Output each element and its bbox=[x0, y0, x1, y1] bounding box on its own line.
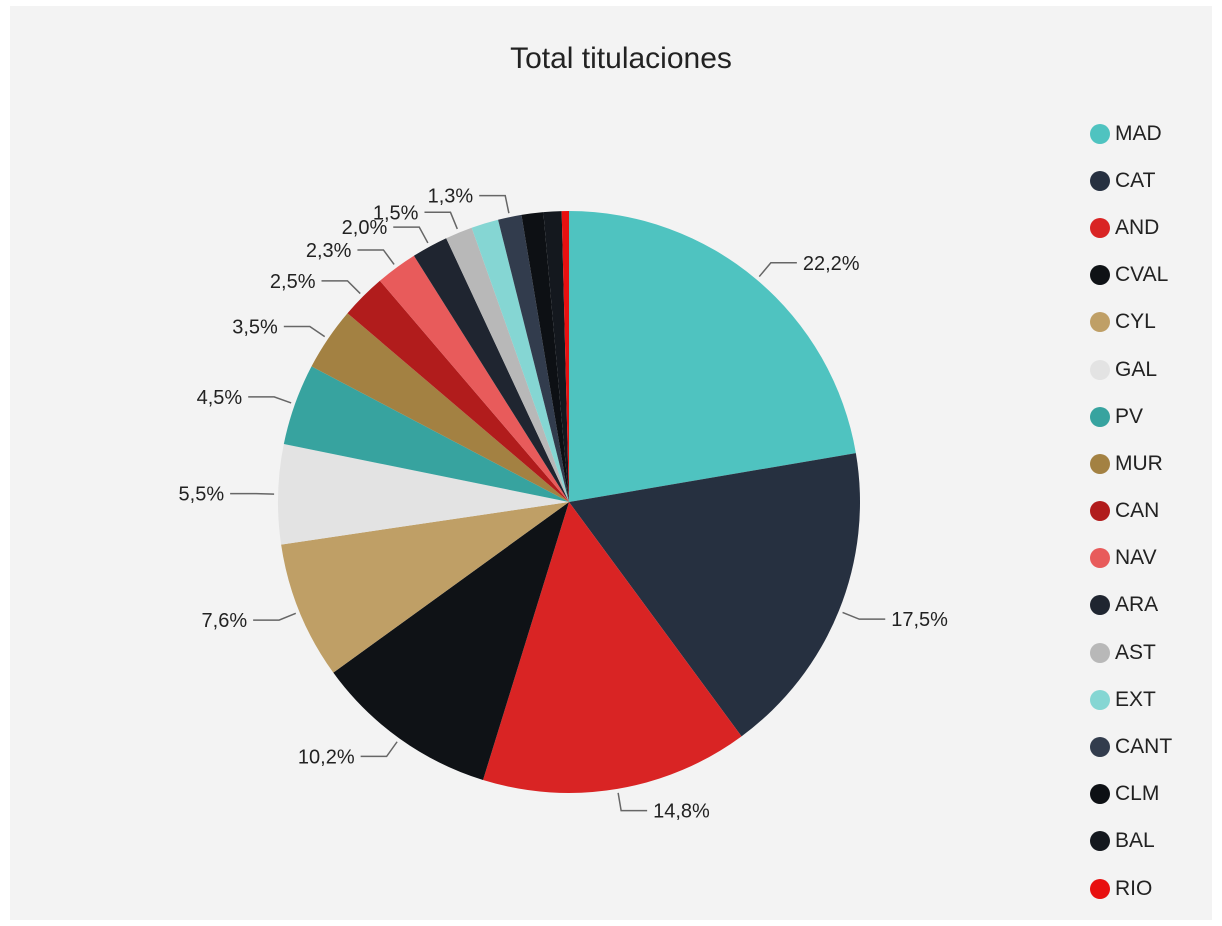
pie-slice-ext[interactable] bbox=[471, 219, 569, 502]
pie-slice-ara[interactable] bbox=[413, 238, 569, 503]
data-label-mad: 22,2% bbox=[803, 253, 860, 275]
leader-line-cyl bbox=[253, 612, 297, 621]
leader-line-pv bbox=[248, 396, 292, 404]
legend-label: PV bbox=[1115, 404, 1144, 428]
legend-label: CVAL bbox=[1115, 263, 1169, 287]
legend-swatch bbox=[1090, 453, 1110, 474]
legend-label: RIO bbox=[1115, 876, 1153, 900]
pie-slice-pv[interactable] bbox=[283, 366, 569, 502]
legend-label: CYL bbox=[1115, 310, 1156, 334]
data-label-can: 2,5% bbox=[270, 271, 316, 293]
legend-swatch bbox=[1090, 406, 1110, 427]
legend-swatch bbox=[1090, 784, 1110, 805]
legend-swatch bbox=[1090, 123, 1110, 144]
legend-swatch bbox=[1090, 642, 1110, 663]
pie-slice-clm[interactable] bbox=[521, 212, 569, 502]
legend-swatch bbox=[1090, 217, 1110, 238]
pie-slice-nav[interactable] bbox=[379, 255, 569, 502]
legend-swatch bbox=[1090, 312, 1110, 333]
data-label-cat: 17,5% bbox=[891, 609, 948, 631]
pie-slice-cat[interactable] bbox=[569, 453, 860, 737]
data-label-nav: 2,3% bbox=[306, 240, 352, 262]
legend-item-ext[interactable]: EXT bbox=[1090, 676, 1210, 723]
data-label-gal: 5,5% bbox=[179, 484, 225, 506]
legend-item-cval[interactable]: CVAL bbox=[1090, 252, 1210, 299]
data-label-ast: 1,5% bbox=[373, 202, 419, 224]
data-label-mur: 3,5% bbox=[232, 317, 278, 339]
legend-item-can[interactable]: CAN bbox=[1090, 488, 1210, 535]
legend-item-ara[interactable]: ARA bbox=[1090, 582, 1210, 629]
legend-item-gal[interactable]: GAL bbox=[1090, 346, 1210, 393]
legend-item-mad[interactable]: MAD bbox=[1090, 110, 1210, 157]
chart-title: Total titulaciones bbox=[510, 42, 732, 75]
legend-label: MAD bbox=[1115, 121, 1162, 145]
legend-label: EXT bbox=[1115, 687, 1156, 711]
legend-item-rio[interactable]: RIO bbox=[1090, 865, 1210, 912]
legend-label: CAN bbox=[1115, 499, 1160, 523]
leader-line-mad bbox=[758, 262, 797, 278]
legend-item-clm[interactable]: CLM bbox=[1090, 771, 1210, 818]
legend-swatch bbox=[1090, 595, 1110, 616]
legend-label: ARA bbox=[1115, 593, 1159, 617]
data-label-cval: 10,2% bbox=[298, 746, 355, 768]
legend-item-cyl[interactable]: CYL bbox=[1090, 299, 1210, 346]
pie-slice-cant[interactable] bbox=[498, 214, 569, 503]
pie-slice-and[interactable] bbox=[483, 502, 742, 794]
legend-swatch bbox=[1090, 689, 1110, 710]
legend-swatch bbox=[1090, 737, 1110, 758]
pie-slice-gal[interactable] bbox=[278, 444, 569, 545]
legend-item-cant[interactable]: CANT bbox=[1090, 723, 1210, 770]
pie-slice-mur[interactable] bbox=[311, 313, 569, 502]
legend-label: MUR bbox=[1115, 451, 1163, 475]
pie-slice-cval[interactable] bbox=[333, 502, 569, 781]
legend-item-and[interactable]: AND bbox=[1090, 204, 1210, 251]
legend-label: GAL bbox=[1115, 357, 1158, 381]
leader-line-can bbox=[321, 280, 361, 295]
legend-label: CANT bbox=[1115, 735, 1173, 759]
legend-swatch bbox=[1090, 501, 1110, 522]
legend-swatch bbox=[1090, 878, 1110, 899]
legend-swatch bbox=[1090, 831, 1110, 852]
data-label-ara: 2,0% bbox=[342, 217, 388, 239]
leader-line-and bbox=[617, 792, 648, 812]
legend-label: CAT bbox=[1115, 168, 1156, 192]
pie-slice-cyl[interactable] bbox=[281, 502, 569, 673]
legend-swatch bbox=[1090, 548, 1110, 569]
leader-line-ara bbox=[393, 226, 429, 244]
legend: MAD CAT AND CVAL CYL GAL PV MUR CAN NAV ARA AST EXT C… bbox=[1090, 110, 1210, 912]
data-label-pv: 4,5% bbox=[197, 387, 243, 409]
pie-slice-rio[interactable] bbox=[561, 211, 569, 502]
legend-item-pv[interactable]: PV bbox=[1090, 393, 1210, 440]
legend-label: BAL bbox=[1115, 829, 1155, 853]
data-label-and: 14,8% bbox=[653, 801, 710, 823]
legend-label: NAV bbox=[1115, 546, 1157, 570]
legend-label: CLM bbox=[1115, 782, 1160, 806]
leader-line-mur bbox=[283, 325, 326, 338]
legend-item-cat[interactable]: CAT bbox=[1090, 157, 1210, 204]
data-label-cant: 1,3% bbox=[428, 186, 474, 208]
legend-item-nav[interactable]: NAV bbox=[1090, 535, 1210, 582]
legend-item-bal[interactable]: BAL bbox=[1090, 818, 1210, 865]
legend-item-ast[interactable]: AST bbox=[1090, 629, 1210, 676]
legend-swatch bbox=[1090, 265, 1110, 286]
legend-label: AST bbox=[1115, 640, 1156, 664]
legend-item-mur[interactable]: MUR bbox=[1090, 440, 1210, 487]
leader-line-cat bbox=[842, 611, 886, 620]
pie-slice-mad[interactable] bbox=[569, 211, 856, 502]
leader-line-cant bbox=[479, 194, 510, 214]
legend-swatch bbox=[1090, 359, 1110, 380]
leader-line-ast bbox=[424, 211, 458, 230]
pie-slice-ast[interactable] bbox=[446, 227, 569, 502]
legend-label: AND bbox=[1115, 215, 1160, 239]
pie-slice-bal[interactable] bbox=[543, 211, 569, 502]
data-label-cyl: 7,6% bbox=[202, 610, 248, 632]
legend-swatch bbox=[1090, 170, 1110, 191]
pie-slice-can[interactable] bbox=[347, 280, 569, 502]
leader-line-cval bbox=[360, 741, 398, 758]
leader-line-nav bbox=[357, 249, 395, 265]
